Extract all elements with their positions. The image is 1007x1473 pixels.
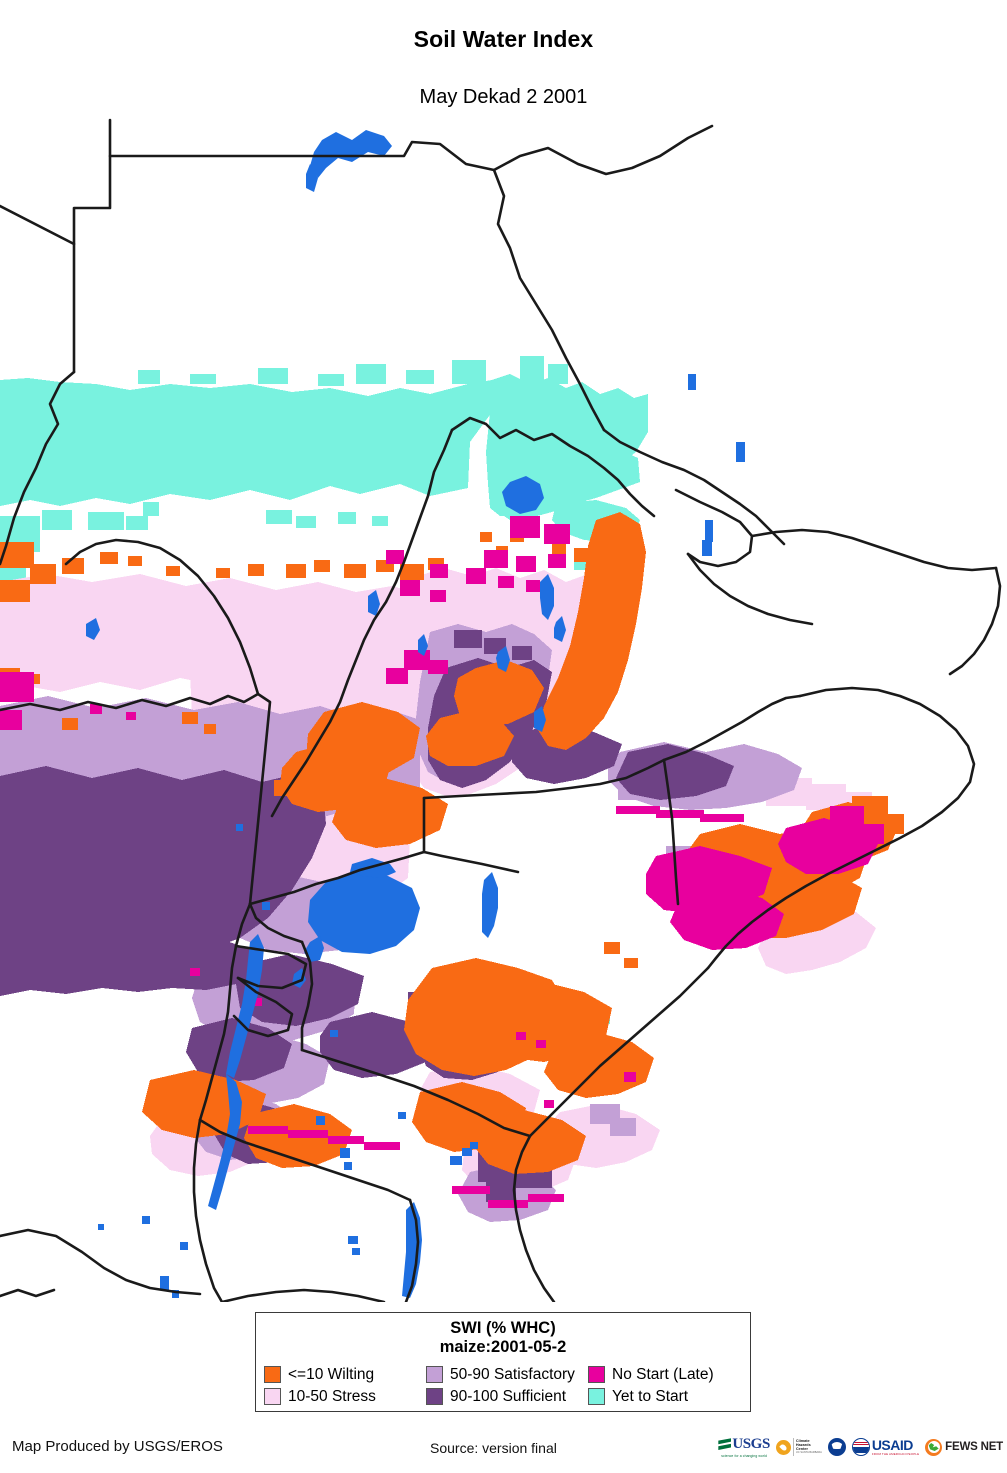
- footer: Map Produced by USGS/EROS Source: versio…: [0, 1424, 1007, 1473]
- legend-swatch-stress: [264, 1387, 281, 1405]
- legend-label-sufficient: 90-100 Sufficient: [450, 1387, 567, 1405]
- usaid-seal-icon: [851, 1438, 870, 1456]
- footer-source: Source: version final: [430, 1440, 557, 1456]
- chc-line3: Center: [795, 1447, 808, 1451]
- legend-label-satisfactory: 50-90 Satisfactory: [450, 1365, 575, 1383]
- water-drop-icon: [775, 1439, 791, 1455]
- usaid-logo: USAID FROM THE AMERICAN PEOPLE: [851, 1432, 920, 1462]
- map-raster: [0, 112, 1007, 1302]
- legend-subtitle: maize:2001-05-2: [439, 1338, 567, 1356]
- usaid-wordmark: USAID: [871, 1437, 914, 1453]
- chc-line2: Hazards: [795, 1442, 811, 1447]
- usaid-tagline: FROM THE AMERICAN PEOPLE: [871, 1452, 920, 1456]
- chc-line1: Climate: [795, 1438, 810, 1443]
- legend-item-no-start-late[interactable]: No Start (Late): [584, 1363, 746, 1385]
- legend-item-satisfactory[interactable]: 50-90 Satisfactory: [422, 1363, 584, 1385]
- footer-credit: Map Produced by USGS/EROS: [12, 1438, 223, 1455]
- legend-item-sufficient[interactable]: 90-100 Sufficient: [422, 1385, 584, 1407]
- legend-swatch-yet-to-start: [588, 1387, 605, 1405]
- swi-class-no-start-late: [0, 516, 884, 1208]
- legend-label-no-start-late: No Start (Late): [612, 1365, 714, 1383]
- legend-label-wilting: <=10 Wilting: [288, 1365, 375, 1383]
- legend-panel: SWI (% WHC) maize:2001-05-2 <=10 Wilting…: [255, 1312, 751, 1412]
- legend-item-yet-to-start[interactable]: Yet to Start: [584, 1385, 746, 1407]
- usgs-wave-icon: [718, 1438, 732, 1450]
- legend-swatch-satisfactory: [426, 1365, 443, 1383]
- usgs-wordmark: USGS: [732, 1436, 770, 1453]
- fewsnet-logo: FEWS NET: [925, 1432, 1003, 1462]
- chc-logo: Climate Hazards Center UC SANTA BARBARA: [775, 1432, 822, 1462]
- chc-sub: UC SANTA BARBARA: [795, 1451, 822, 1455]
- legend-title: SWI (% WHC): [450, 1319, 556, 1337]
- page-subtitle: May Dekad 2 2001: [419, 86, 588, 108]
- map-canvas[interactable]: [0, 112, 1007, 1302]
- legend-item-wilting[interactable]: <=10 Wilting: [260, 1363, 422, 1385]
- legend-item-stress[interactable]: 10-50 Stress: [260, 1385, 422, 1407]
- noaa-logo: [827, 1432, 846, 1462]
- legend-swatch-wilting: [264, 1365, 281, 1383]
- usgs-tagline: science for a changing world: [721, 1453, 767, 1458]
- fewsnet-wordmark: FEWS NET: [945, 1441, 1003, 1453]
- globe-icon: [925, 1438, 943, 1456]
- water-bodies: [86, 130, 745, 1298]
- usgs-logo: USGS science for a changing world: [718, 1432, 770, 1462]
- legend-swatch-sufficient: [426, 1387, 443, 1405]
- country-borders: [0, 118, 1002, 1302]
- page-title: Soil Water Index: [413, 26, 594, 52]
- legend-label-stress: 10-50 Stress: [288, 1387, 376, 1405]
- legend-swatch-no-start-late: [588, 1365, 605, 1383]
- noaa-seabird-icon: [827, 1438, 846, 1456]
- legend-items: <=10 Wilting 50-90 Satisfactory No Start…: [256, 1363, 750, 1407]
- footer-logos: USGS science for a changing world Climat…: [718, 1430, 1003, 1464]
- legend-label-yet-to-start: Yet to Start: [612, 1387, 689, 1405]
